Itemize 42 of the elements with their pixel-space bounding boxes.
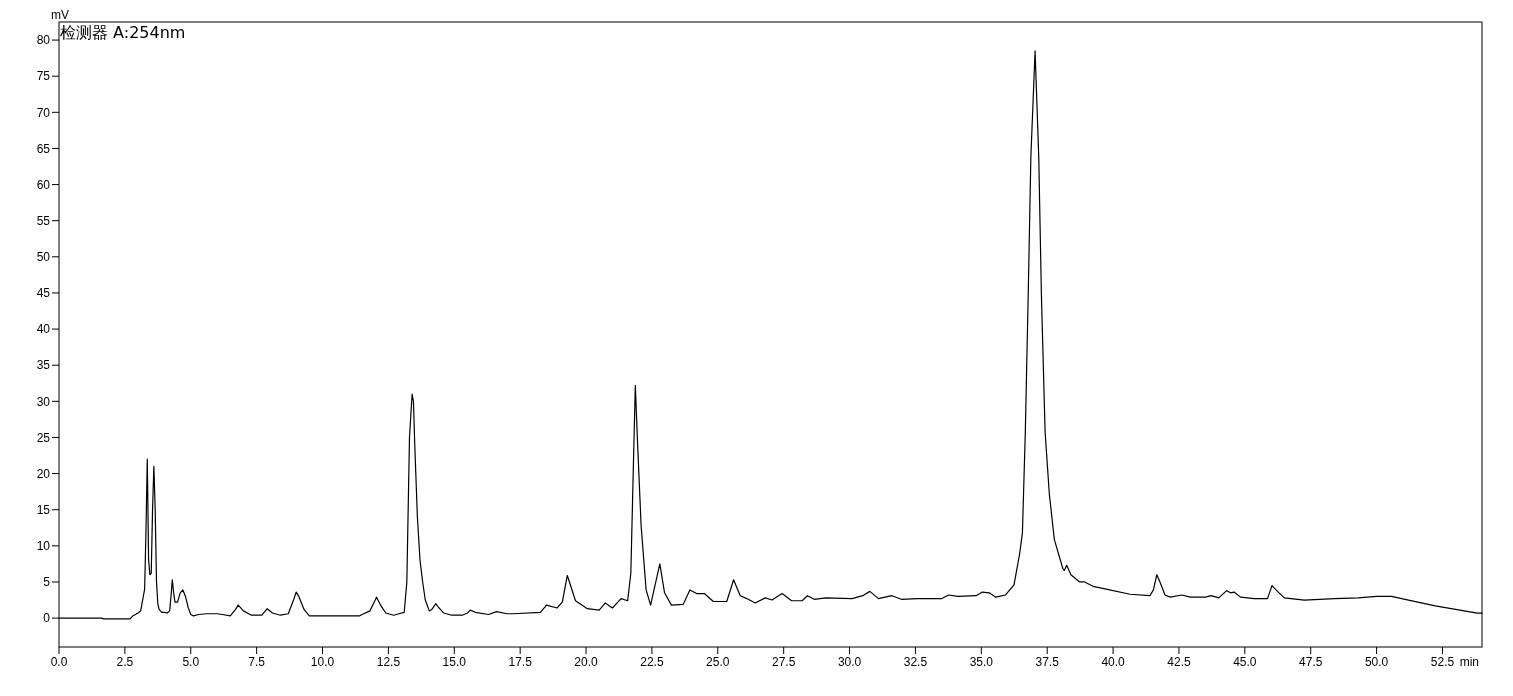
chart-title: 检测器 A:254nm (60, 23, 186, 42)
x-tick-label: 10.0 (310, 655, 335, 669)
y-tick-label: 15 (36, 502, 51, 517)
y-axis-title: mV (51, 8, 69, 22)
y-tick-label: 0 (43, 611, 51, 626)
y-tick-label: 40 (36, 322, 51, 337)
y-tick-label: 55 (36, 213, 51, 228)
y-tick-label: 80 (36, 33, 51, 48)
x-axis-title: min (1459, 655, 1479, 669)
x-tick-label: 12.5 (376, 655, 401, 669)
x-tick-label: 17.5 (508, 655, 533, 669)
x-tick-label: 22.5 (640, 655, 664, 669)
y-tick-label: 30 (36, 394, 51, 409)
x-tick-label: 47.5 (1299, 655, 1323, 669)
x-tick-label: 30.0 (837, 655, 862, 669)
y-tick-label: 65 (36, 141, 51, 156)
y-tick-label: 35 (36, 358, 51, 373)
x-tick-label: 7.5 (248, 655, 266, 669)
x-tick-label: 45.0 (1233, 655, 1257, 669)
x-tick-label: 37.5 (1035, 655, 1060, 669)
y-tick-label: 75 (36, 69, 51, 84)
y-tick-label: 20 (36, 466, 51, 481)
y-tick-label: 45 (36, 286, 51, 301)
x-tick-label: 32.5 (903, 655, 928, 669)
x-tick-label: 2.5 (116, 655, 134, 669)
x-tick-label: 25.0 (706, 655, 730, 669)
y-tick-label: 25 (36, 430, 51, 445)
x-tick-label: 52.5 (1430, 655, 1455, 669)
x-tick-label: 50.0 (1364, 655, 1389, 669)
y-tick-label: 5 (43, 575, 51, 590)
x-tick-label: 42.5 (1167, 655, 1191, 669)
y-tick-label: 70 (36, 105, 51, 120)
y-tick-label: 60 (36, 177, 51, 192)
x-tick-label: 15.0 (442, 655, 467, 669)
x-tick-label: 20.0 (574, 655, 599, 669)
x-tick-label: 40.0 (1101, 655, 1126, 669)
x-tick-label: 5.0 (182, 655, 200, 669)
y-tick-label: 10 (36, 539, 51, 554)
x-tick-label: 0.0 (50, 655, 68, 669)
x-tick-label: 27.5 (772, 655, 796, 669)
y-tick-label: 50 (36, 250, 51, 265)
x-tick-label: 35.0 (969, 655, 994, 669)
